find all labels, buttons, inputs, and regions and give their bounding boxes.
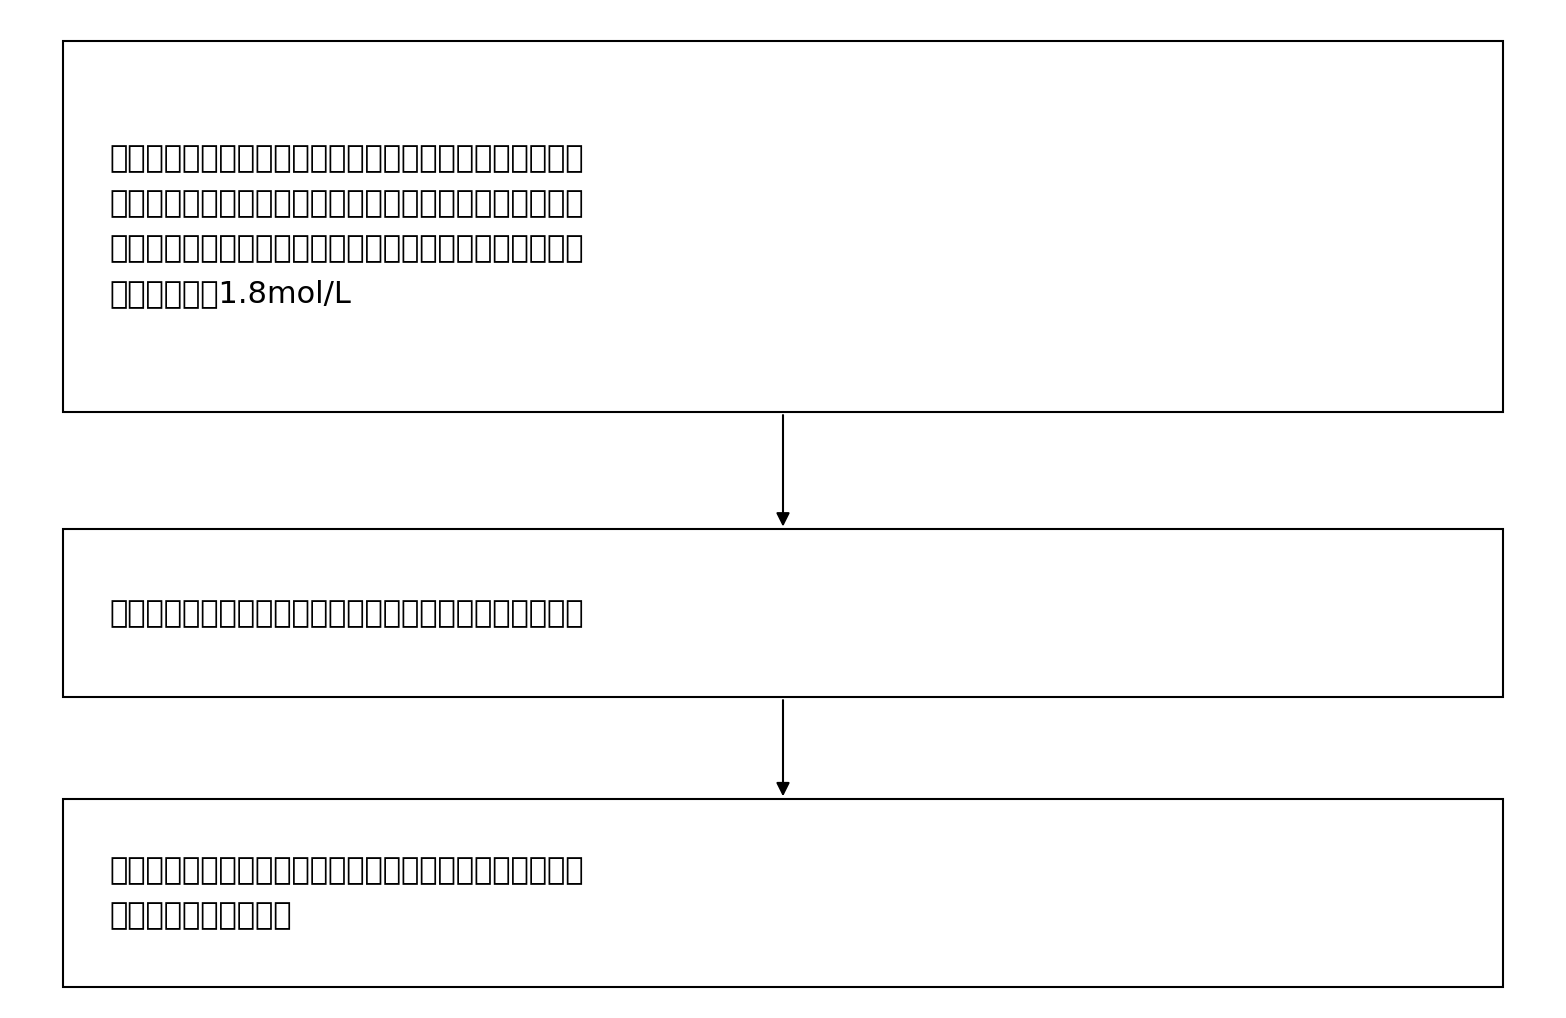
FancyBboxPatch shape (63, 799, 1503, 987)
Text: 将该锂源溶液、亚铁源溶液及磷源溶液混合形成一混合溶液: 将该锂源溶液、亚铁源溶液及磷源溶液混合形成一混合溶液 (110, 599, 584, 628)
Text: 提供锂源溶液、亚铁源溶液及磷源溶液，该锂源溶液、亚铁
源溶液及磷源溶液分别为锂源化合物、亚铁源化合物及磷源
化合物在有机溶剂中溶解得到，且该锂源溶液中锂离子的浓: 提供锂源溶液、亚铁源溶液及磷源溶液，该锂源溶液、亚铁 源溶液及磷源溶液分别为锂源… (110, 145, 584, 308)
Text: 将该混合溶液在溶剂热反应釜中加热进行反应，得到反应产
物为磷酸铁锂二次结构: 将该混合溶液在溶剂热反应釜中加热进行反应，得到反应产 物为磷酸铁锂二次结构 (110, 856, 584, 930)
FancyBboxPatch shape (63, 41, 1503, 412)
FancyBboxPatch shape (63, 529, 1503, 697)
